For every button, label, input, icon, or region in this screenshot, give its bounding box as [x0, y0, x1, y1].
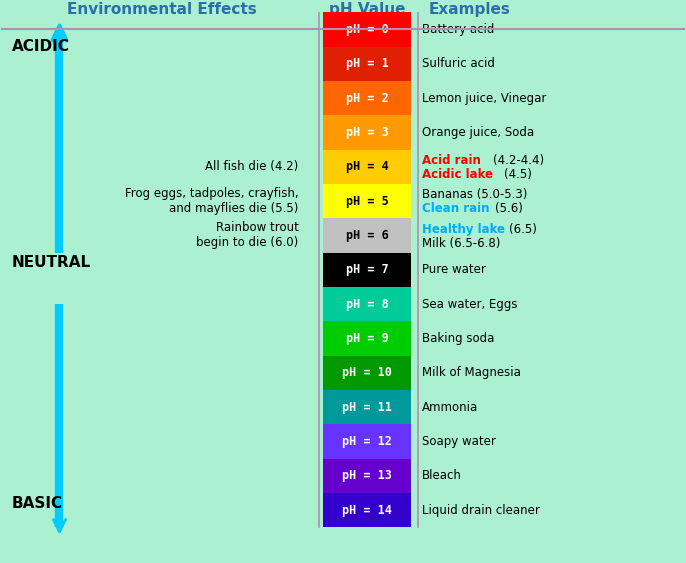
- Text: pH = 9: pH = 9: [346, 332, 388, 345]
- Text: pH = 5: pH = 5: [346, 195, 388, 208]
- Text: (4.2-4.4): (4.2-4.4): [493, 154, 545, 167]
- Text: pH Value: pH Value: [329, 2, 405, 17]
- Text: ACIDIC: ACIDIC: [12, 39, 69, 54]
- Text: pH = 2: pH = 2: [346, 92, 388, 105]
- Text: pH = 11: pH = 11: [342, 401, 392, 414]
- FancyBboxPatch shape: [322, 321, 412, 356]
- Text: Examples: Examples: [428, 2, 510, 17]
- Text: Healthy lake: Healthy lake: [422, 223, 505, 236]
- FancyBboxPatch shape: [322, 459, 412, 493]
- FancyBboxPatch shape: [322, 150, 412, 184]
- Text: (4.5): (4.5): [504, 168, 532, 181]
- Text: Frog eggs, tadpoles, crayfish,
and mayflies die (5.5): Frog eggs, tadpoles, crayfish, and mayfl…: [125, 187, 298, 215]
- Text: pH = 3: pH = 3: [346, 126, 388, 139]
- Text: Sea water, Eggs: Sea water, Eggs: [422, 298, 517, 311]
- Text: Soapy water: Soapy water: [422, 435, 495, 448]
- Text: pH = 0: pH = 0: [346, 23, 388, 36]
- Text: NEUTRAL: NEUTRAL: [12, 256, 91, 270]
- FancyBboxPatch shape: [322, 356, 412, 390]
- Text: pH = 12: pH = 12: [342, 435, 392, 448]
- Text: Ammonia: Ammonia: [422, 401, 478, 414]
- Text: Bananas (5.0-5.3): Bananas (5.0-5.3): [422, 189, 527, 202]
- FancyBboxPatch shape: [322, 493, 412, 528]
- Text: Sulfuric acid: Sulfuric acid: [422, 57, 495, 70]
- FancyBboxPatch shape: [322, 425, 412, 459]
- Text: All fish die (4.2): All fish die (4.2): [205, 160, 298, 173]
- Text: pH = 8: pH = 8: [346, 298, 388, 311]
- FancyBboxPatch shape: [322, 287, 412, 321]
- Text: pH = 1: pH = 1: [346, 57, 388, 70]
- FancyBboxPatch shape: [322, 184, 412, 218]
- Text: BASIC: BASIC: [12, 496, 62, 511]
- Text: pH = 7: pH = 7: [346, 263, 388, 276]
- Text: Milk (6.5-6.8): Milk (6.5-6.8): [422, 236, 500, 249]
- Text: pH = 4: pH = 4: [346, 160, 388, 173]
- Text: pH = 13: pH = 13: [342, 470, 392, 482]
- FancyBboxPatch shape: [322, 47, 412, 81]
- FancyBboxPatch shape: [322, 218, 412, 253]
- Text: Battery acid: Battery acid: [422, 23, 494, 36]
- Text: Liquid drain cleaner: Liquid drain cleaner: [422, 504, 539, 517]
- FancyBboxPatch shape: [322, 253, 412, 287]
- Text: pH = 6: pH = 6: [346, 229, 388, 242]
- Text: Orange juice, Soda: Orange juice, Soda: [422, 126, 534, 139]
- FancyBboxPatch shape: [322, 115, 412, 150]
- Text: Pure water: Pure water: [422, 263, 486, 276]
- FancyBboxPatch shape: [322, 390, 412, 425]
- Text: Acidic lake: Acidic lake: [422, 168, 493, 181]
- Text: Lemon juice, Vinegar: Lemon juice, Vinegar: [422, 92, 546, 105]
- Text: Milk of Magnesia: Milk of Magnesia: [422, 367, 521, 379]
- Text: Rainbow trout
begin to die (6.0): Rainbow trout begin to die (6.0): [196, 221, 298, 249]
- Text: pH = 10: pH = 10: [342, 367, 392, 379]
- FancyBboxPatch shape: [322, 81, 412, 115]
- Text: Environmental Effects: Environmental Effects: [67, 2, 257, 17]
- Text: Baking soda: Baking soda: [422, 332, 494, 345]
- Text: Acid rain: Acid rain: [422, 154, 480, 167]
- Text: Bleach: Bleach: [422, 470, 462, 482]
- Text: (5.6): (5.6): [495, 202, 523, 215]
- Text: Clean rain: Clean rain: [422, 202, 489, 215]
- Text: pH = 14: pH = 14: [342, 504, 392, 517]
- Text: (6.5): (6.5): [509, 223, 537, 236]
- FancyBboxPatch shape: [322, 12, 412, 47]
